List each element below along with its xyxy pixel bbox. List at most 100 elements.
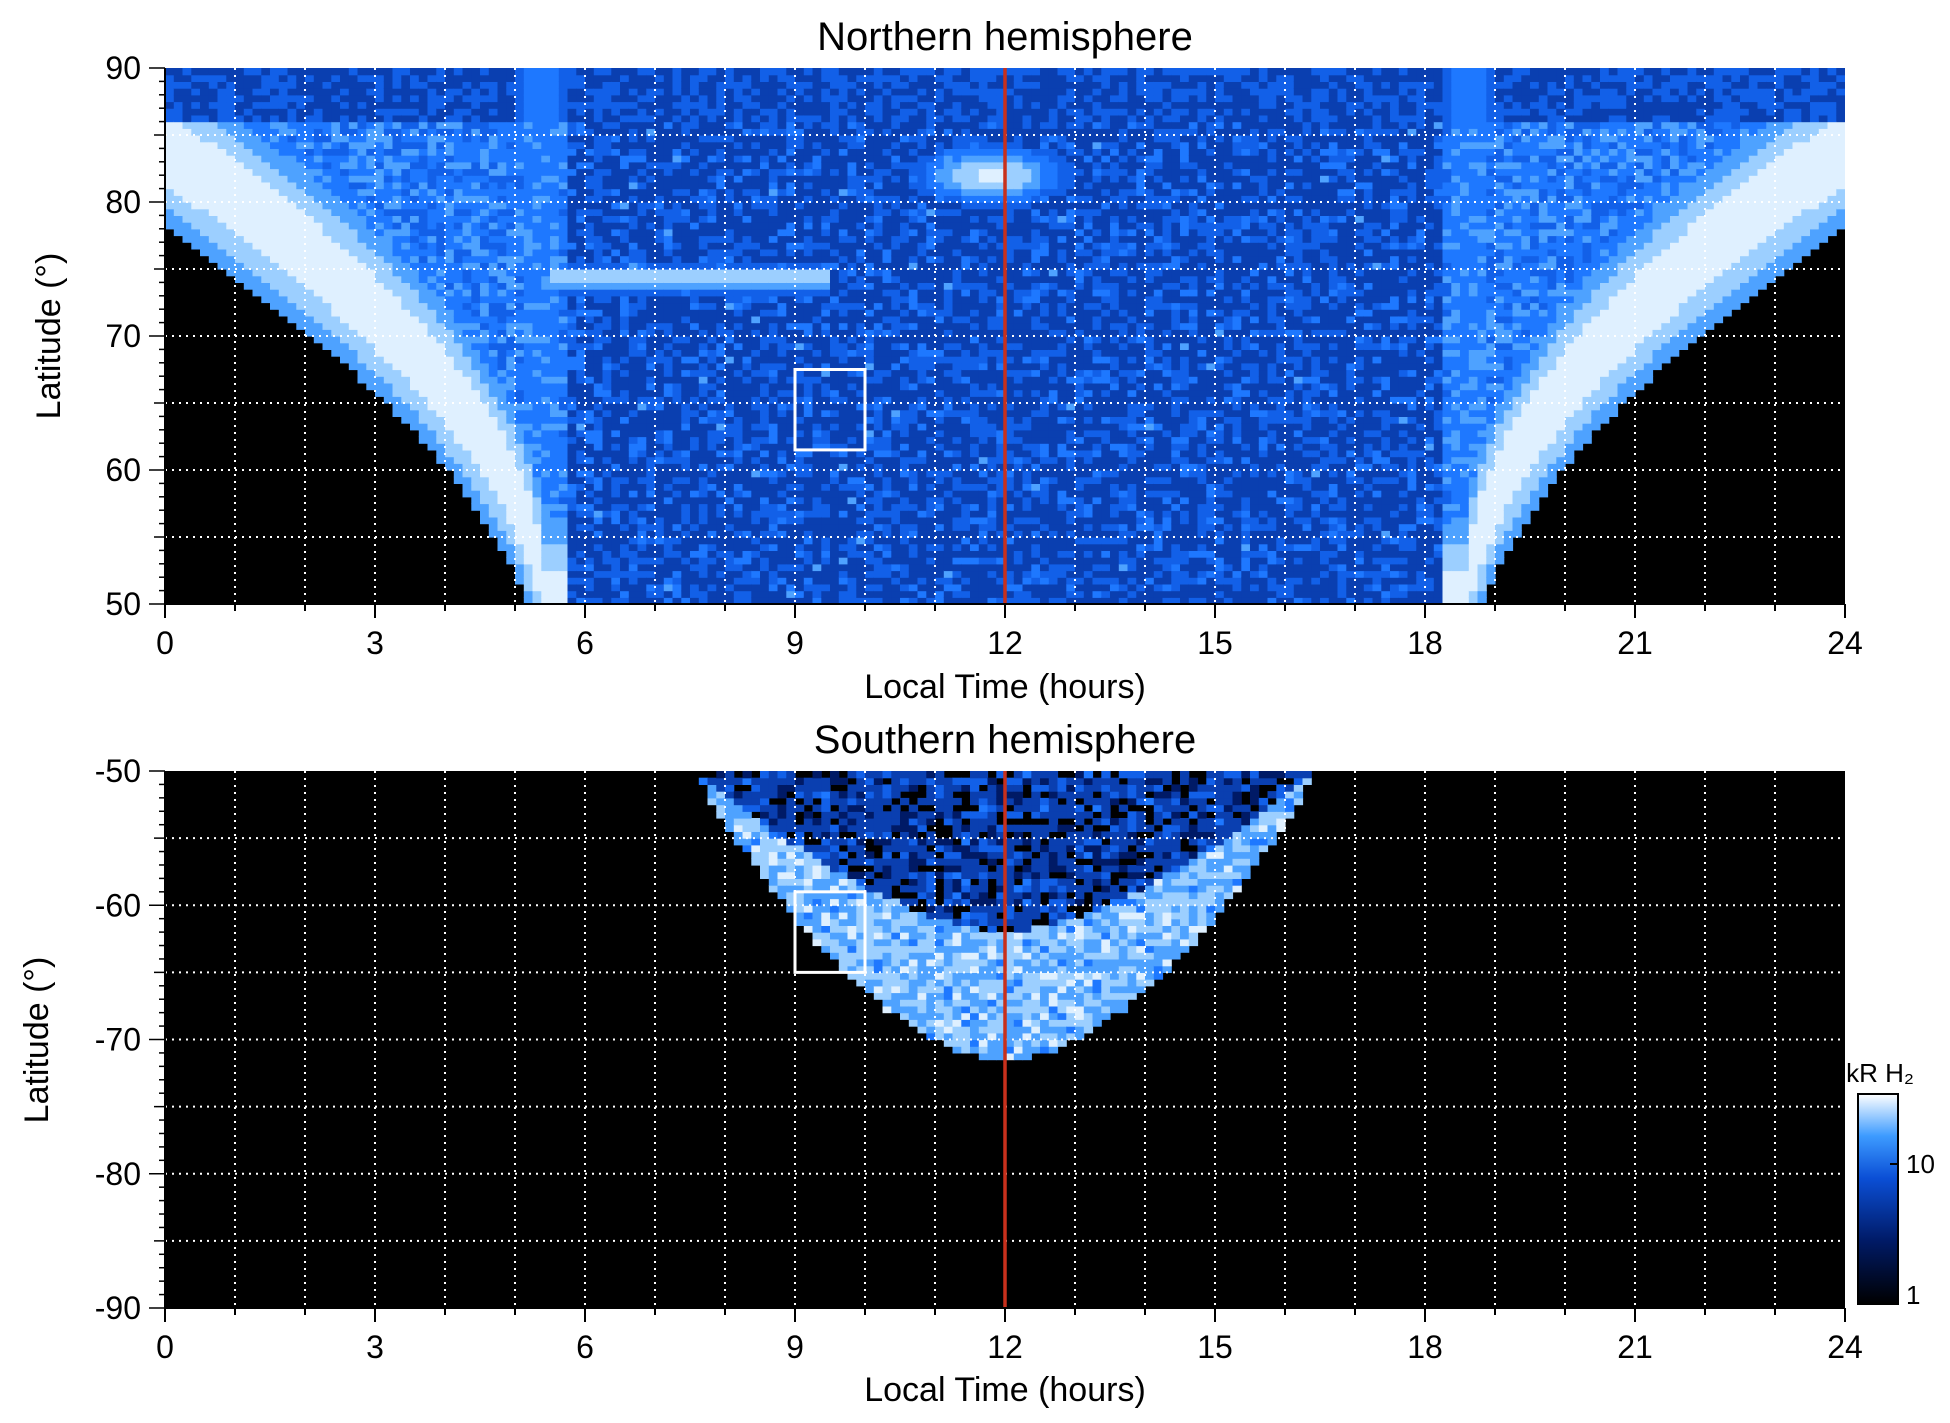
- emission-cell: [698, 557, 709, 565]
- emission-cell: [585, 315, 595, 324]
- emission-cell: [462, 403, 472, 411]
- emission-cell: [681, 255, 691, 263]
- emission-cell: [707, 389, 717, 397]
- emission-cell: [707, 248, 717, 257]
- emission-cell: [567, 295, 577, 304]
- emission-cell: [488, 128, 499, 136]
- emission-cell: [191, 81, 201, 89]
- emission-cell: [847, 155, 857, 163]
- emission-cell: [567, 141, 577, 149]
- emission-cell: [506, 141, 516, 149]
- emission-cell: [707, 597, 717, 604]
- emission-cell: [217, 121, 227, 129]
- emission-cell: [191, 202, 201, 210]
- emission-cell: [270, 235, 280, 243]
- emission-cell: [742, 275, 752, 283]
- emission-cell: [558, 389, 569, 397]
- emission-cell: [287, 289, 297, 297]
- emission-cell: [786, 423, 796, 431]
- emission-cell: [357, 356, 367, 364]
- emission-cell: [497, 496, 507, 505]
- emission-cell: [768, 269, 779, 277]
- emission-cell: [418, 168, 429, 176]
- emission-cell: [340, 222, 350, 230]
- emission-cell: [838, 81, 849, 89]
- emission-cell: [672, 570, 682, 578]
- emission-cell: [523, 362, 534, 371]
- emission-cell: [821, 141, 831, 149]
- emission-cell: [725, 222, 735, 230]
- emission-cell: [830, 362, 840, 371]
- emission-cell: [628, 570, 639, 578]
- emission-cell: [602, 543, 612, 551]
- emission-cell: [462, 88, 472, 96]
- emission-cell: [515, 74, 525, 82]
- emission-cell: [663, 537, 674, 545]
- emission-cell: [296, 282, 306, 290]
- emission-cell: [751, 449, 761, 458]
- emission-cell: [427, 315, 437, 324]
- emission-cell: [515, 128, 525, 136]
- emission-cell: [392, 396, 402, 404]
- emission-cell: [628, 423, 639, 431]
- emission-cell: [768, 282, 779, 290]
- emission-cell: [410, 135, 420, 143]
- emission-cell: [471, 168, 481, 176]
- emission-cell: [838, 423, 849, 431]
- emission-cell: [672, 543, 682, 551]
- emission-cell: [550, 242, 560, 250]
- emission-cell: [611, 463, 621, 471]
- emission-cell: [278, 94, 289, 103]
- emission-cell: [558, 175, 569, 183]
- emission-cell: [541, 416, 551, 424]
- emission-cell: [847, 570, 857, 578]
- emission-cell: [418, 108, 429, 116]
- emission-cell: [663, 456, 674, 464]
- emission-cell: [550, 302, 560, 310]
- emission-cell: [488, 302, 499, 310]
- emission-cell: [812, 577, 822, 585]
- emission-cell: [313, 175, 324, 183]
- emission-cell: [742, 376, 752, 384]
- emission-cell: [821, 590, 831, 598]
- emission-cell: [637, 155, 647, 163]
- emission-cell: [287, 121, 297, 129]
- emission-cell: [296, 161, 306, 170]
- emission-cell: [786, 570, 796, 578]
- emission-cell: [681, 597, 691, 604]
- emission-cell: [392, 195, 402, 203]
- emission-cell: [392, 362, 402, 371]
- emission-cell: [725, 389, 735, 397]
- emission-cell: [742, 302, 752, 310]
- emission-cell: [760, 389, 770, 397]
- emission-cell: [410, 389, 420, 397]
- emission-cell: [760, 114, 770, 123]
- emission-cell: [235, 135, 245, 143]
- emission-cell: [628, 248, 639, 257]
- emission-cell: [681, 550, 691, 558]
- emission-cell: [392, 141, 402, 149]
- emission-cell: [725, 543, 735, 551]
- emission-cell: [550, 530, 560, 538]
- emission-cell: [392, 295, 402, 304]
- emission-cell: [733, 161, 744, 170]
- emission-cell: [296, 202, 306, 210]
- emission-cell: [576, 248, 586, 257]
- emission-cell: [418, 175, 429, 183]
- emission-cell: [322, 188, 332, 196]
- emission-cell: [523, 181, 534, 190]
- emission-cell: [646, 195, 656, 203]
- emission-cell: [445, 376, 455, 384]
- emission-cell: [698, 530, 709, 538]
- emission-cell: [550, 449, 560, 458]
- emission-cell: [488, 362, 499, 371]
- emission-cell: [760, 329, 770, 337]
- emission-cell: [366, 315, 376, 324]
- emission-cell: [410, 222, 420, 230]
- emission-cell: [278, 309, 289, 317]
- emission-cell: [768, 577, 779, 585]
- emission-cell: [812, 81, 822, 89]
- emission-cell: [523, 94, 534, 103]
- emission-cell: [716, 362, 726, 371]
- emission-cell: [287, 88, 297, 96]
